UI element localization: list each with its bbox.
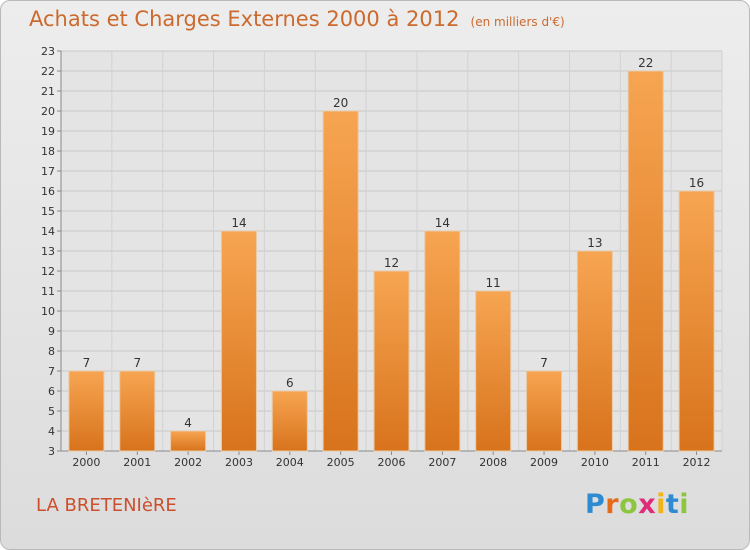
data-label: 6 bbox=[286, 376, 294, 390]
bar bbox=[271, 390, 308, 452]
y-tick-label: 18 bbox=[41, 145, 55, 158]
labels: 7 2000 7 2001 4 2002 14 2003 6 2004 20 2005 12 2006 14… bbox=[72, 56, 710, 469]
y-tick-label: 21 bbox=[41, 85, 55, 98]
y-tick-label: 22 bbox=[41, 65, 55, 78]
brand-letter: r bbox=[605, 489, 620, 520]
brand-letter: i bbox=[679, 489, 690, 520]
data-label: 11 bbox=[486, 276, 501, 290]
x-tick-label: 2012 bbox=[683, 456, 711, 469]
bar bbox=[220, 230, 257, 452]
bar bbox=[424, 230, 461, 452]
x-tick-label: 2006 bbox=[378, 456, 406, 469]
y-tick-label: 14 bbox=[41, 225, 55, 238]
data-label: 22 bbox=[638, 56, 653, 70]
x-tick-label: 2010 bbox=[581, 456, 609, 469]
bar bbox=[68, 370, 105, 452]
title-row: Achats et Charges Externes 2000 à 2012 (… bbox=[29, 7, 565, 31]
y-tick-label: 7 bbox=[48, 365, 55, 378]
y-tick-label: 8 bbox=[48, 345, 55, 358]
data-label: 16 bbox=[689, 176, 704, 190]
y-tick-label: 20 bbox=[41, 105, 55, 118]
x-tick-label: 2007 bbox=[428, 456, 456, 469]
y-tick-label: 10 bbox=[41, 305, 55, 318]
data-label: 7 bbox=[83, 356, 91, 370]
y-tick-label: 4 bbox=[48, 425, 55, 438]
data-label: 13 bbox=[587, 236, 602, 250]
brand-logo: Proxiti bbox=[585, 489, 689, 520]
data-label: 14 bbox=[231, 216, 246, 230]
data-label: 7 bbox=[540, 356, 548, 370]
bar bbox=[475, 290, 512, 452]
bar bbox=[373, 270, 410, 452]
commune-name: LA BRETENIèRE bbox=[36, 495, 177, 516]
y-tick-label: 12 bbox=[41, 265, 55, 278]
y-tick-label: 16 bbox=[41, 185, 55, 198]
y-tick-label: 3 bbox=[48, 445, 55, 458]
x-tick-label: 2008 bbox=[479, 456, 507, 469]
brand-letter: o bbox=[619, 489, 639, 520]
data-label: 20 bbox=[333, 96, 348, 110]
brand-letter: i bbox=[656, 489, 666, 520]
bar bbox=[627, 70, 664, 452]
chart-unit: (en milliers d'€) bbox=[470, 15, 565, 29]
bars bbox=[68, 70, 715, 452]
chart-title: Achats et Charges Externes 2000 à 2012 bbox=[29, 7, 460, 31]
y-tick-label: 17 bbox=[41, 165, 55, 178]
bar bbox=[526, 370, 563, 452]
x-tick-label: 2005 bbox=[327, 456, 355, 469]
data-label: 14 bbox=[435, 216, 450, 230]
brand-letter: P bbox=[585, 489, 606, 520]
y-tick-label: 9 bbox=[48, 325, 55, 338]
y-tick-label: 19 bbox=[41, 125, 55, 138]
x-tick-label: 2011 bbox=[632, 456, 660, 469]
bar bbox=[322, 110, 359, 452]
data-label: 7 bbox=[133, 356, 141, 370]
bar bbox=[119, 370, 156, 452]
brand-letter: t bbox=[665, 489, 680, 520]
y-tick-label: 6 bbox=[48, 385, 55, 398]
data-label: 4 bbox=[184, 416, 192, 430]
x-tick-label: 2001 bbox=[123, 456, 151, 469]
bar bbox=[678, 190, 715, 452]
y-tick-label: 5 bbox=[48, 405, 55, 418]
x-tick-label: 2009 bbox=[530, 456, 558, 469]
x-tick-label: 2004 bbox=[276, 456, 304, 469]
brand-letter: x bbox=[638, 489, 657, 520]
y-tick-label: 15 bbox=[41, 205, 55, 218]
data-label: 12 bbox=[384, 256, 399, 270]
y-tick-label: 11 bbox=[41, 285, 55, 298]
y-tick-label: 23 bbox=[41, 45, 55, 58]
y-tick-label: 13 bbox=[41, 245, 55, 258]
x-tick-label: 2000 bbox=[72, 456, 100, 469]
x-tick-label: 2003 bbox=[225, 456, 253, 469]
x-tick-label: 2002 bbox=[174, 456, 202, 469]
bar bbox=[170, 430, 207, 452]
bar bbox=[576, 250, 613, 452]
